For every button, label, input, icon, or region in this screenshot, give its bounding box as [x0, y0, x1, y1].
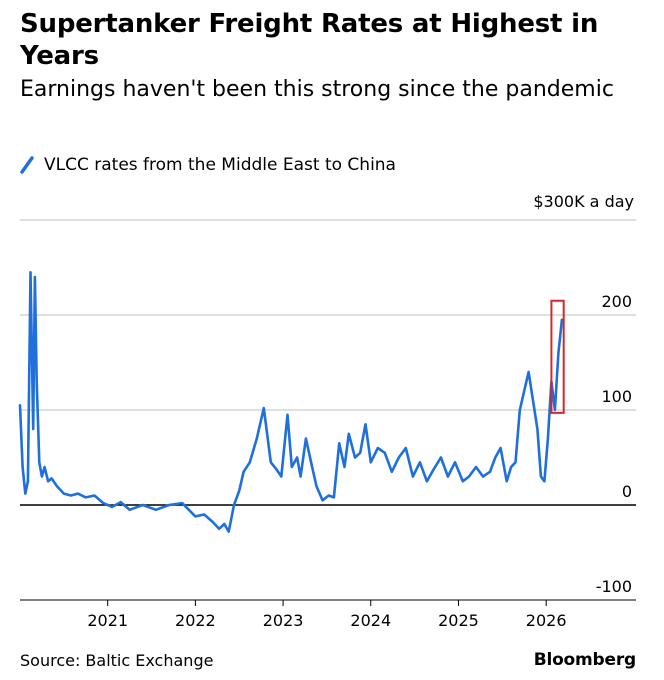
x-tick-label: 2024 — [350, 611, 391, 630]
series-line-0 — [18, 270, 564, 533]
legend-line-icon — [20, 156, 34, 174]
x-tick-label: 2026 — [526, 611, 567, 630]
x-axis-ticks: 2021 2022 2023 2024 2025 2026 — [87, 600, 567, 630]
y-axis-unit-label: $300K a day — [533, 192, 634, 211]
x-tick-label: 2021 — [87, 611, 128, 630]
chart-subtitle: Earnings haven't been this strong since … — [20, 77, 614, 102]
y-tick-label: 0 — [622, 482, 632, 501]
y-axis-ticks: -100 0 100 200 — [596, 292, 632, 596]
y-tick-label: 100 — [601, 387, 632, 406]
series-lines — [18, 270, 564, 533]
y-tick-label: -100 — [596, 577, 632, 596]
legend-label: VLCC rates from the Middle East to China — [44, 155, 396, 175]
x-tick-label: 2025 — [438, 611, 479, 630]
chart-title: Supertanker Freight Rates at Highest in … — [20, 9, 599, 71]
highlight-annotation — [550, 299, 565, 414]
brand-logo: Bloomberg — [533, 650, 637, 670]
y-tick-label: 200 — [601, 292, 632, 311]
gridlines — [20, 219, 636, 601]
x-tick-label: 2023 — [263, 611, 304, 630]
legend: VLCC rates from the Middle East to China — [20, 153, 396, 177]
x-tick-label: 2022 — [175, 611, 216, 630]
source-note: Source: Baltic Exchange — [20, 651, 214, 670]
highlight-box — [550, 299, 565, 414]
